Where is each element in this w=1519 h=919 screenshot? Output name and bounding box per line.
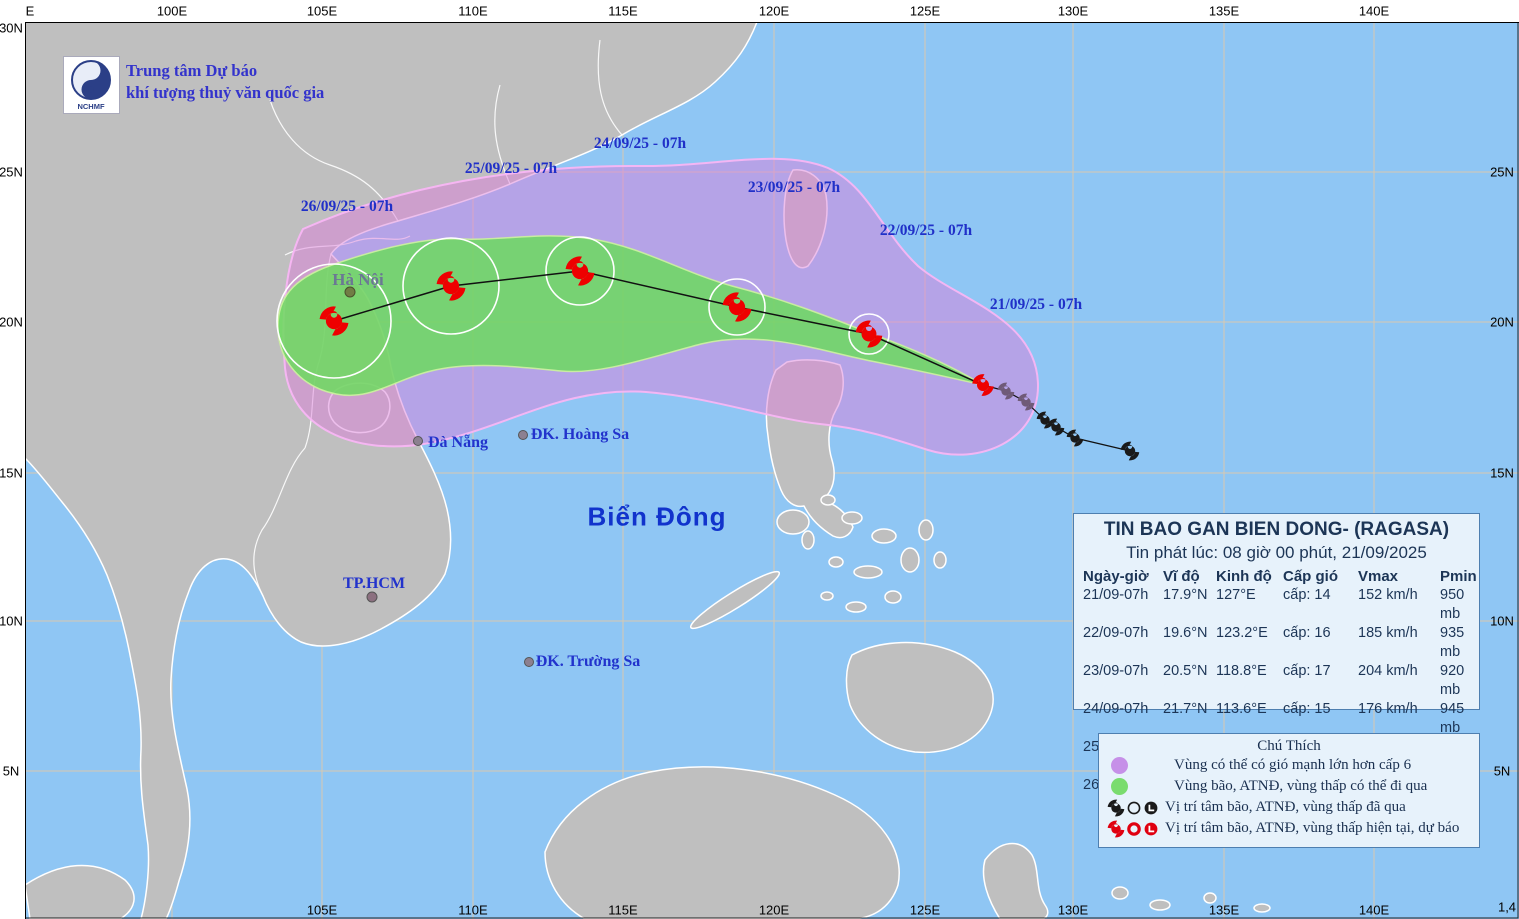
track-date-label-21: 21/09/25 - 07h [989, 296, 1083, 313]
col-header: Pmin [1440, 568, 1477, 585]
danang-dot [413, 436, 423, 446]
lon-label: 110E [458, 3, 488, 19]
agency-name-line2: khí tượng thuỷ văn quốc gia [126, 83, 325, 102]
island-samar [918, 519, 934, 541]
lat-label: 10N [1490, 613, 1514, 629]
table-row: 24/09-07h 21.7°N 113.6°E cấp: 15 176 km/h 945… [1083, 701, 1465, 736]
past-depression-icon [1127, 801, 1141, 814]
lat-label: 5N [1493, 763, 1511, 779]
lat-label: 25N [1490, 164, 1514, 180]
lat-label: 25N [0, 164, 23, 180]
lon-label: 115E [608, 902, 638, 918]
lat-label: 20N [0, 314, 23, 330]
lon-label: 105E [306, 3, 338, 19]
island-sulawesi [982, 842, 1049, 919]
lat-label: 10N [0, 613, 23, 629]
col-header: Vmax [1358, 568, 1399, 585]
storm-info-panel: TIN BAO GAN BIEN DONG- (RAGASA) Tin phát… [1073, 513, 1480, 812]
lon-label: 140E [1358, 902, 1390, 918]
lon-label: 110E [458, 902, 488, 918]
forecast-depression-icon [1127, 821, 1141, 836]
passage-area-swatch [1111, 778, 1128, 795]
lat-label: 15N [1490, 465, 1514, 481]
wind-area-swatch [1111, 757, 1128, 774]
tphcm-label: TP.HCM [342, 575, 406, 592]
info-issued-time: Tin phát lúc: 08 giờ 00 phút, 21/09/2025 [1126, 543, 1427, 562]
track-line-forecast [333, 270, 984, 386]
lon-label: 100E [156, 3, 188, 19]
lon-label: 115E [608, 3, 638, 19]
top-axis [0, 0, 1519, 23]
table-row: 23/09-07h 20.5°N 118.8°E cấp: 17 204 km/h 920… [1083, 663, 1465, 698]
lon-label: 135E [1208, 3, 1240, 19]
hanoi-dot [344, 286, 356, 298]
left-axis [0, 22, 26, 919]
tphcm-dot [366, 591, 378, 603]
lat-label: 5N [2, 763, 20, 779]
past-typhoon-icon [1107, 799, 1125, 816]
island-palawan [689, 570, 781, 630]
truongsa-label: ĐK. Trường Sa [535, 653, 641, 670]
island-mindanao [845, 641, 994, 754]
forecast-low-icon [1144, 822, 1158, 835]
past-low-icon [1144, 801, 1158, 814]
col-header: Vĩ độ [1163, 568, 1200, 585]
agency-brand: NCHMF Trung tâm Dự báo khí tượng thuỷ vă… [63, 56, 324, 114]
legend-item-past-position: Vị trí tâm bão, ATNĐ, vùng thấp đã qua [1099, 797, 1479, 818]
lat-label: 15N [0, 465, 23, 481]
lat-label: 30N [0, 20, 23, 36]
track-date-label-23: 23/09/25 - 07h [747, 179, 841, 196]
col-header: Ngày-giờ [1083, 568, 1149, 585]
lon-label: 135E [1208, 902, 1240, 918]
lon-label: 125E [909, 3, 941, 19]
info-table-header: Ngày-giờ Vĩ độ Kinh độ Cấp gió Vmax Pmin [1074, 567, 1479, 586]
hoangsa-label: ĐK. Hoàng Sa [530, 426, 630, 443]
track-date-label-25: 25/09/25 - 07h [464, 160, 558, 177]
legend-item-passage-area: Vùng bão, ATNĐ, vùng thấp có thể đi qua [1099, 776, 1479, 797]
lon-label: 140E [1358, 3, 1390, 19]
table-row: 21/09-07h 17.9°N 127°E cấp: 14 152 km/h 950 m… [1083, 587, 1465, 622]
legend-panel: Chú Thích Vùng có thể có gió mạnh lớn hơ… [1098, 733, 1480, 848]
hanoi-label: Hà Nội [332, 270, 384, 289]
track-date-label-24: 24/09/25 - 07h [593, 135, 687, 152]
island-sumatra [24, 864, 135, 919]
agency-name: Trung tâm Dự báo khí tượng thuỷ văn quốc… [126, 56, 324, 114]
lon-label: 120E [758, 3, 790, 19]
track-date-label-22: 22/09/25 - 07h [879, 222, 973, 239]
bottom-right-partial-label: 1,4 [1497, 899, 1517, 915]
city-markers [344, 286, 534, 667]
legend-item-wind-area: Vùng có thể có gió mạnh lớn hơn cấp 6 [1099, 755, 1479, 776]
hoangsa-dot [518, 430, 528, 440]
lon-label: 120E [758, 902, 790, 918]
legend-item-current-forecast-position: Vị trí tâm bão, ATNĐ, vùng thấp hiện tại… [1099, 818, 1479, 839]
agency-name-line1: Trung tâm Dự báo [126, 61, 258, 80]
forecast-circles [276, 236, 890, 379]
truongsa-dot [524, 657, 534, 667]
info-title: TIN BAO GAN BIEN DONG- (RAGASA) [1103, 519, 1450, 540]
lon-label: 130E [1057, 3, 1089, 19]
island-mindoro [776, 509, 810, 535]
legend-title: Chú Thích [1257, 738, 1321, 754]
sea-name-label: Biển Đông [587, 501, 727, 532]
lon-label: 105E [306, 902, 338, 918]
lon-label: 130E [1057, 902, 1089, 918]
col-header: Cấp gió [1283, 568, 1338, 585]
lon-label: E [25, 3, 35, 19]
forecast-typhoon-icon [1107, 820, 1125, 837]
table-row: 22/09-07h 19.6°N 123.2°E cấp: 16 185 km/h 935… [1083, 625, 1465, 660]
nchmf-logo-text: NCHMF [77, 102, 104, 111]
nchmf-logo: NCHMF [63, 56, 120, 114]
track-date-label-26: 26/09/25 - 07h [300, 198, 394, 215]
lat-label: 20N [1490, 314, 1514, 330]
col-header: Kinh độ [1216, 568, 1272, 585]
danang-label: Đà Nẵng [427, 434, 489, 451]
lon-label: 125E [909, 902, 941, 918]
